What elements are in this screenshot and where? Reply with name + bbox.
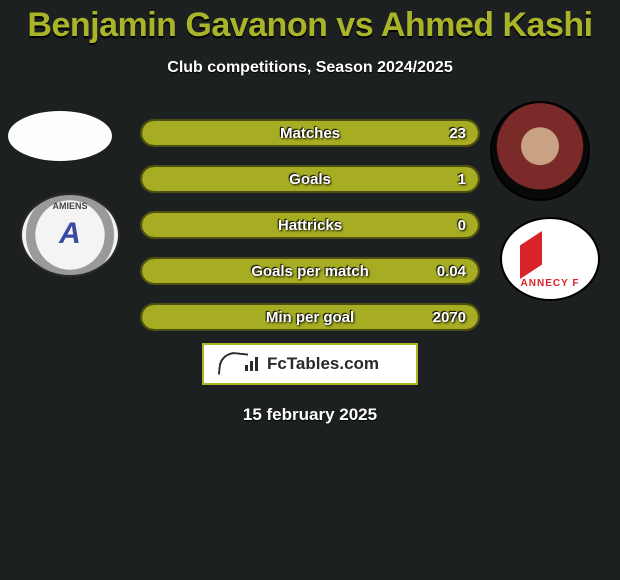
stat-bar: Goals per match 0.04 xyxy=(140,257,480,285)
page-title: Benjamin Gavanon vs Ahmed Kashi xyxy=(0,6,620,45)
stat-bars: Matches 23 Goals 1 Hattricks 0 Goals per… xyxy=(140,119,480,349)
stat-bar-label: Hattricks xyxy=(142,213,478,239)
player-right-avatar xyxy=(490,101,590,201)
stat-bar-label: Min per goal xyxy=(142,305,478,331)
club-badge-left-icon xyxy=(20,193,120,277)
stat-bar-value: 1 xyxy=(458,167,466,193)
player-left-avatar xyxy=(8,111,112,161)
bar-chart-icon xyxy=(245,357,263,371)
stat-bar: Hattricks 0 xyxy=(140,211,480,239)
source-logo-text: FcTables.com xyxy=(267,354,379,374)
stat-bar: Min per goal 2070 xyxy=(140,303,480,331)
stats-arena: Matches 23 Goals 1 Hattricks 0 Goals per… xyxy=(0,107,620,337)
stat-bar-label: Goals per match xyxy=(142,259,478,285)
source-logo[interactable]: FcTables.com xyxy=(202,343,418,385)
stat-bar: Matches 23 xyxy=(140,119,480,147)
stat-bar-value: 2070 xyxy=(433,305,466,331)
stat-bar-label: Matches xyxy=(142,121,478,147)
stat-bar-value: 23 xyxy=(449,121,466,147)
subtitle: Club competitions, Season 2024/2025 xyxy=(0,59,620,77)
stat-bar: Goals 1 xyxy=(140,165,480,193)
comparison-card: Benjamin Gavanon vs Ahmed Kashi Club com… xyxy=(0,0,620,425)
stat-bar-value: 0 xyxy=(458,213,466,239)
stat-bar-value: 0.04 xyxy=(437,259,466,285)
footer-date: 15 february 2025 xyxy=(0,405,620,425)
club-badge-right-icon xyxy=(500,217,600,301)
stat-bar-label: Goals xyxy=(142,167,478,193)
